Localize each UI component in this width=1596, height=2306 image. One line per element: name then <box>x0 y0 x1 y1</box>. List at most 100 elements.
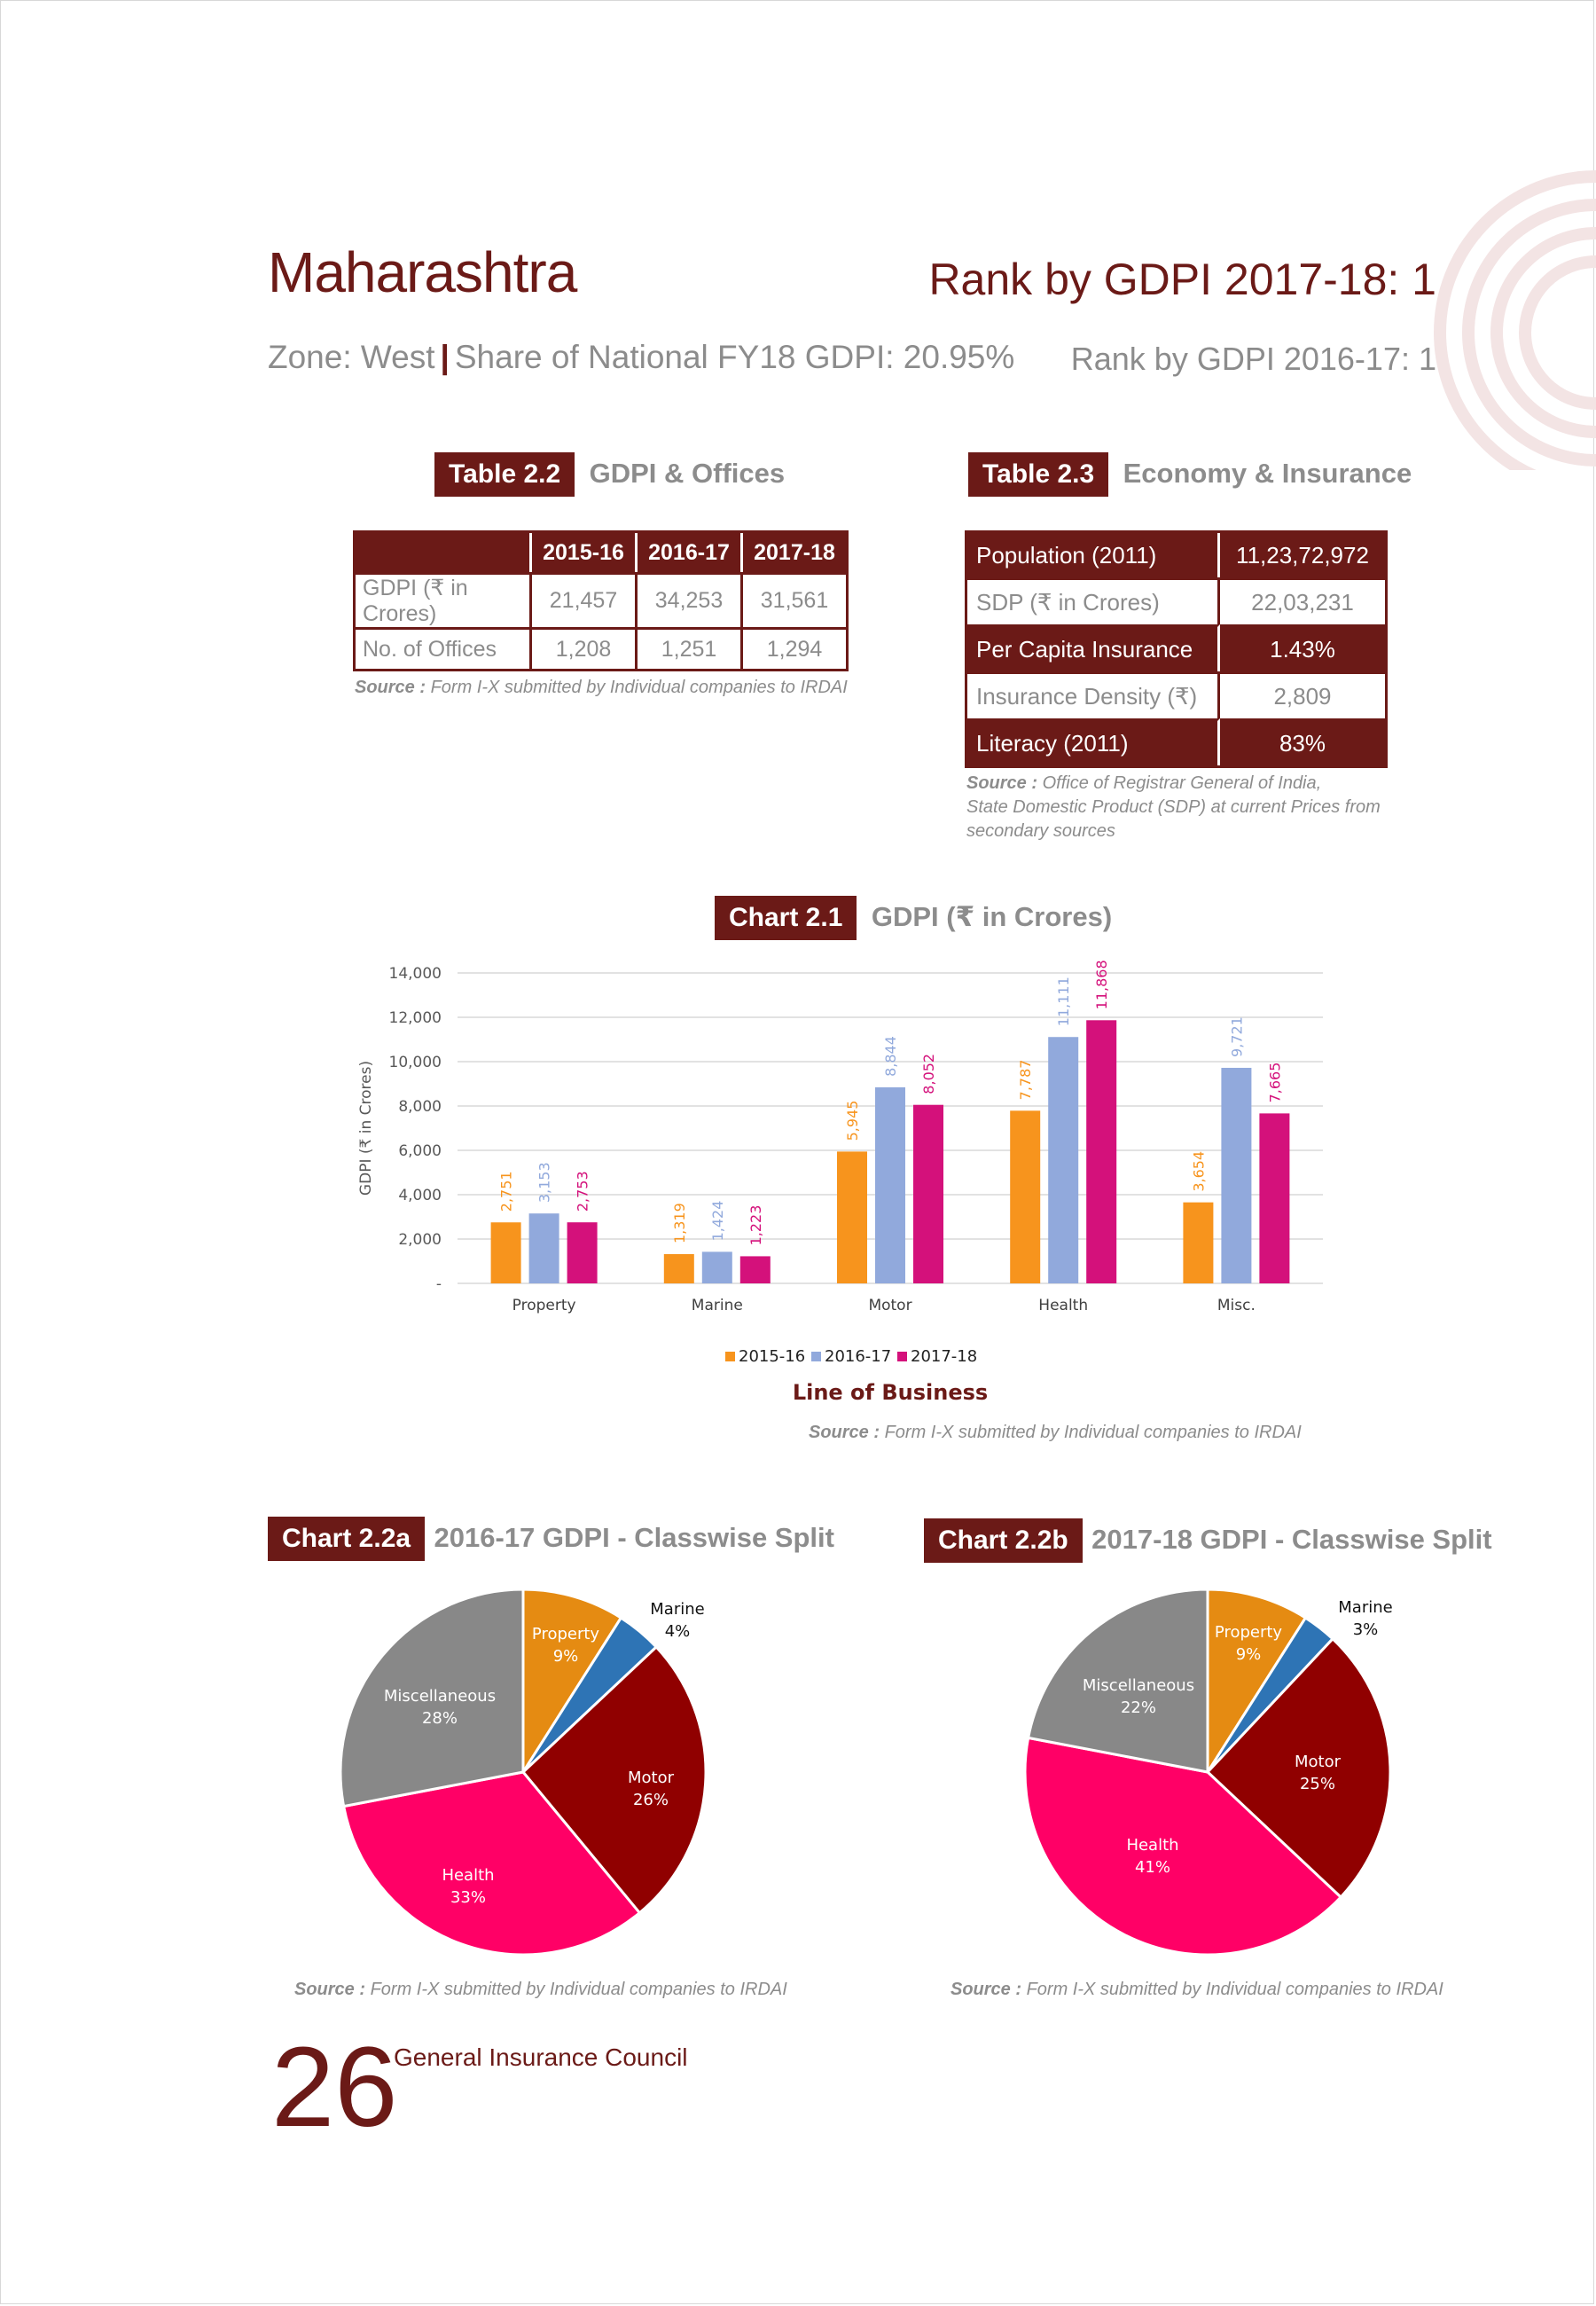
page-number: 26 <box>271 2024 398 2151</box>
chart-2-1-tag: Chart 2.1 <box>715 896 857 940</box>
data-label: 8,844 <box>882 1036 899 1077</box>
source-text: Form I-X submitted by Individual compani… <box>884 1423 1302 1442</box>
data-label: 9,721 <box>1228 1016 1245 1057</box>
bar-2015-16 <box>663 1254 694 1283</box>
table-row: SDP (₹ in Crores) 22,03,231 <box>967 577 1385 624</box>
pie-label-miscellaneous: Miscellaneous 28% <box>384 1687 496 1728</box>
slice-name: Marine <box>1338 1598 1392 1617</box>
chart-2-1-title: GDPI (₹ in Crores) <box>871 901 1113 932</box>
pie-slice-property <box>1206 1588 1308 1777</box>
slice-value: 26% <box>633 1791 669 1809</box>
cell-value: 83% <box>1220 718 1385 765</box>
bar-2017-18 <box>913 1104 943 1283</box>
chart-2-2b-source: Source : Form I-X submitted by Individua… <box>951 1980 1443 2000</box>
slice-value: 3% <box>1353 1620 1379 1639</box>
page-title: Maharashtra <box>268 240 577 304</box>
cell-value: 22,03,231 <box>1220 577 1385 624</box>
source-label: Source : <box>294 1980 366 1999</box>
cell-value: 31,561 <box>743 572 846 627</box>
x-tick-label: Misc. <box>1217 1297 1256 1314</box>
table-row: Population (2011) 11,23,72,972 <box>967 533 1385 577</box>
zone-line: Zone: West | Share of National FY18 GDPI: … <box>268 339 1014 376</box>
share-text: Share of National FY18 GDPI: 20.95% <box>454 339 1015 375</box>
chart-2-2b-tag: Chart 2.2b <box>924 1518 1083 1563</box>
source-label: Source : <box>809 1423 880 1442</box>
x-tick-label: Marine <box>692 1297 743 1314</box>
slice-name: Miscellaneous <box>1083 1676 1194 1695</box>
rank-2017-18: Rank by GDPI 2017-18: 1 <box>928 255 1436 304</box>
data-label: 1,424 <box>709 1201 726 1242</box>
legend-swatch <box>725 1352 735 1361</box>
chart-2-2a-title: 2016-17 GDPI - Classwise Split <box>434 1522 834 1553</box>
legend-swatch <box>811 1352 821 1361</box>
pie-slice-motor <box>520 1644 708 1915</box>
table-row: Insurance Density (₹) 2,809 <box>967 671 1385 718</box>
gdpi-bar-chart: - 2,000 4,000 6,000 8,000 10,000 12,000 14,000 G… <box>357 960 1323 1405</box>
row-label: Per Capita Insurance <box>967 624 1220 671</box>
data-label: 11,868 <box>1093 960 1110 1009</box>
pie-label-motor: Motor 26% <box>628 1769 675 1809</box>
table-row: GDPI (₹ in Crores) 21,457 34,253 31,561 <box>356 572 846 627</box>
bar-2015-16 <box>1010 1110 1041 1283</box>
data-label: 3,153 <box>536 1162 553 1203</box>
column-header: 2016-17 <box>638 533 743 572</box>
table-row: Per Capita Insurance 1.43% <box>967 624 1385 671</box>
y-tick-label: 8,000 <box>398 1098 442 1116</box>
chart-2-2b-title: 2017-18 GDPI - Classwise Split <box>1091 1524 1492 1555</box>
y-tick-label: 2,000 <box>398 1231 442 1249</box>
source-text: Office of Registrar General of India, <box>1042 773 1322 793</box>
pie-slice-health <box>341 1770 642 1957</box>
rank-2016-17: Rank by GDPI 2016-17: 1 <box>1070 341 1436 377</box>
row-label: SDP (₹ in Crores) <box>967 577 1220 624</box>
data-label: 1,223 <box>747 1205 764 1246</box>
pie-slice-motor <box>1205 1636 1392 1900</box>
legend-label: 2017-18 <box>911 1347 977 1366</box>
row-label: GDPI (₹ in Crores) <box>356 572 532 627</box>
y-tick-label: 10,000 <box>389 1054 442 1071</box>
data-label: 5,945 <box>844 1101 861 1141</box>
bar-2016-17 <box>1221 1067 1252 1283</box>
table-header-row: 2015-16 2016-17 2017-18 <box>356 533 846 572</box>
data-label: 7,787 <box>1017 1060 1034 1101</box>
bar-2017-18 <box>567 1222 598 1283</box>
bar-2016-17 <box>875 1086 905 1283</box>
slice-value: 9% <box>553 1647 579 1666</box>
slice-value: 4% <box>665 1622 691 1641</box>
table-2-2-title: GDPI & Offices <box>589 458 786 489</box>
separator: | <box>440 339 450 375</box>
pie-label-property: Property 9% <box>532 1625 600 1666</box>
pie-label-health: Health 33% <box>442 1866 494 1907</box>
column-header: 2017-18 <box>743 533 846 572</box>
table-2-3-source: Source : Office of Registrar General of … <box>966 772 1381 843</box>
row-label: Literacy (2011) <box>967 718 1220 765</box>
source-text: Form I-X submitted by Individual compani… <box>430 678 848 697</box>
chart-2-1-source: Source : Form I-X submitted by Individua… <box>809 1423 1302 1443</box>
bar-2016-17 <box>701 1251 732 1283</box>
row-label: Population (2011) <box>967 533 1220 577</box>
source-label: Source : <box>951 1980 1022 1999</box>
table-2-2-heading: Table 2.2 GDPI & Offices <box>434 452 785 497</box>
slice-value: 9% <box>1236 1645 1262 1664</box>
source-label: Source : <box>966 773 1038 793</box>
slice-name: Motor <box>1295 1753 1342 1771</box>
slice-value: 25% <box>1300 1775 1335 1793</box>
table-gdpi-offices: 2015-16 2016-17 2017-18 GDPI (₹ in Crore… <box>353 530 849 671</box>
bar-2016-17 <box>528 1213 559 1283</box>
cell-value: 1,208 <box>532 627 638 669</box>
slice-value: 33% <box>450 1888 486 1907</box>
bar-2017-18 <box>1086 1020 1117 1283</box>
slice-name: Motor <box>628 1769 675 1787</box>
row-label: No. of Offices <box>356 627 532 669</box>
bar-2017-18 <box>739 1256 771 1283</box>
pie-slice-miscellaneous <box>1026 1588 1209 1774</box>
pie-slice-miscellaneous <box>339 1588 525 1808</box>
data-label: 3,654 <box>1190 1151 1207 1192</box>
chart-2-1-heading: Chart 2.1 GDPI (₹ in Crores) <box>715 896 1112 940</box>
pie-chart-2016-17: Property 9% Marine 4% Motor 26% Health 33% Misce… <box>339 1588 708 1957</box>
data-label: 7,665 <box>1266 1063 1283 1103</box>
y-axis-label: GDPI (₹ in Crores) <box>357 1061 375 1196</box>
legend-label: 2015-16 <box>739 1347 805 1366</box>
source-text: Form I-X submitted by Individual compani… <box>1026 1980 1443 1999</box>
data-label: 8,052 <box>920 1054 937 1094</box>
cell-value: 1,251 <box>638 627 743 669</box>
